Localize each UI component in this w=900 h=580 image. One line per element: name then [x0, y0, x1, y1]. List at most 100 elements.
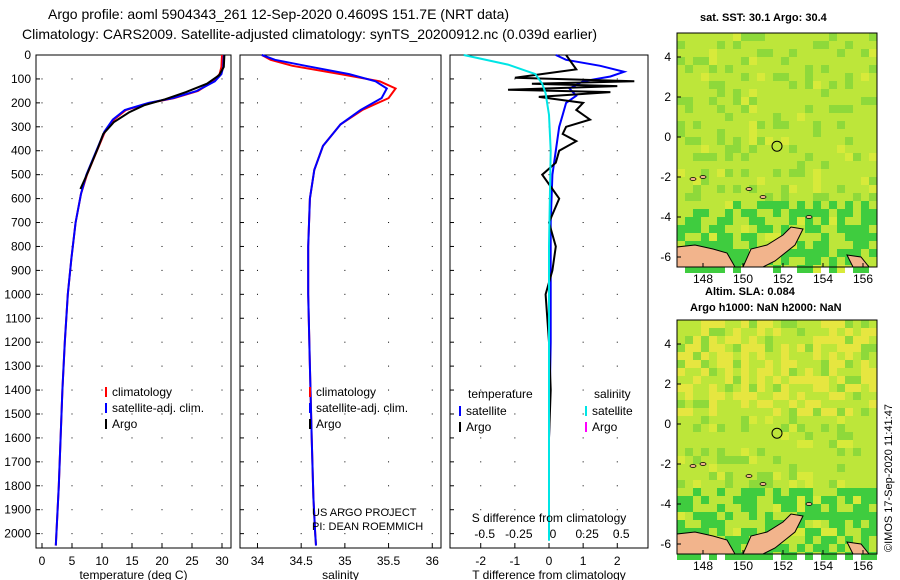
grid-dot [344, 461, 346, 463]
grid-dot [191, 222, 193, 224]
depth-tick-label: 600 [11, 192, 31, 206]
map-cell [717, 81, 725, 89]
map-cell [829, 352, 837, 360]
map-cell [845, 209, 853, 217]
map-cell [773, 544, 781, 552]
map-cell [693, 121, 701, 129]
map-cell [861, 233, 869, 241]
map-cell [813, 520, 821, 528]
map-cell [701, 344, 709, 352]
grid-dot [191, 437, 193, 439]
map-cell [757, 328, 765, 336]
map-cell [693, 137, 701, 145]
map-cell [677, 520, 685, 528]
map-cell [829, 217, 837, 225]
grid-dot [221, 245, 223, 247]
map-cell [677, 344, 685, 352]
map-cell [821, 209, 829, 217]
grid-dot [256, 533, 258, 535]
grid-dot [514, 126, 516, 128]
map-cell [829, 265, 837, 273]
grid-dot [191, 509, 193, 511]
map-x-tick-label: 150 [733, 272, 753, 286]
map-cell [861, 209, 869, 217]
map-cell [765, 416, 773, 424]
map-cell [805, 225, 813, 233]
map-cell [837, 440, 845, 448]
grid-dot [616, 126, 618, 128]
map-cell [789, 400, 797, 408]
map-cell [845, 249, 853, 257]
map-frame [676, 32, 878, 268]
map-cell [677, 57, 685, 65]
depth-tick-label: 1700 [4, 455, 31, 469]
map-cell [813, 376, 821, 384]
legend-label: satellite-adj. clim. [112, 401, 204, 415]
grid-dot [131, 485, 133, 487]
map-y-tick-label: -4 [660, 210, 671, 224]
map-cell [821, 512, 829, 520]
map-cell [813, 384, 821, 392]
grid-dot [131, 389, 133, 391]
map-cell [837, 488, 845, 496]
island [759, 195, 767, 199]
grid-dot [344, 533, 346, 535]
map-cell [741, 57, 749, 65]
map-cell [701, 352, 709, 360]
grid-dot [131, 413, 133, 415]
grid-dot [388, 533, 390, 535]
map-cell [741, 392, 749, 400]
map-cell [789, 49, 797, 57]
map-cell [797, 488, 805, 496]
map-cell [789, 416, 797, 424]
series-line-satellite-adj-clim- [261, 54, 389, 546]
map-cell [797, 249, 805, 257]
map-cell [805, 376, 813, 384]
grid-dot [582, 533, 584, 535]
grid-dot [300, 78, 302, 80]
grid-dot [41, 293, 43, 295]
grid-dot [221, 293, 223, 295]
map-y-tick-label: 4 [664, 50, 671, 64]
map-cell [765, 472, 773, 480]
grid-dot [191, 293, 193, 295]
map-cell [797, 472, 805, 480]
map-cell [837, 145, 845, 153]
grid-dot [191, 102, 193, 104]
grid-dot [71, 222, 73, 224]
map-cell [725, 376, 733, 384]
map-cell [773, 265, 781, 273]
map-cell [861, 265, 869, 273]
map-cell [693, 424, 701, 432]
map-cell [837, 424, 845, 432]
map-cell [861, 328, 869, 336]
map-cell [741, 360, 749, 368]
x-tick-label: 30 [215, 554, 229, 568]
legend-label: satellite [466, 404, 507, 418]
map-cell [837, 105, 845, 113]
map-cell [829, 408, 837, 416]
map-cell [813, 193, 821, 201]
depth-tick-label: 1000 [4, 287, 31, 301]
map-cell [733, 456, 741, 464]
map-cell [789, 145, 797, 153]
map-cell [861, 504, 869, 512]
map-cell [749, 217, 757, 225]
map-cell [789, 488, 797, 496]
grid-dot [256, 485, 258, 487]
grid-dot [256, 245, 258, 247]
map-cell [829, 480, 837, 488]
map-cell [837, 249, 845, 257]
grid-dot [161, 341, 163, 343]
map-cell [733, 544, 741, 552]
grid-dot [388, 461, 390, 463]
map-cell [869, 33, 877, 41]
map-cell [861, 360, 869, 368]
map-cell [829, 368, 837, 376]
grid-dot [431, 150, 433, 152]
map-cell [829, 520, 837, 528]
grid-dot [344, 78, 346, 80]
map-cell [853, 233, 861, 241]
map-cell [869, 65, 877, 73]
grid-dot [388, 222, 390, 224]
